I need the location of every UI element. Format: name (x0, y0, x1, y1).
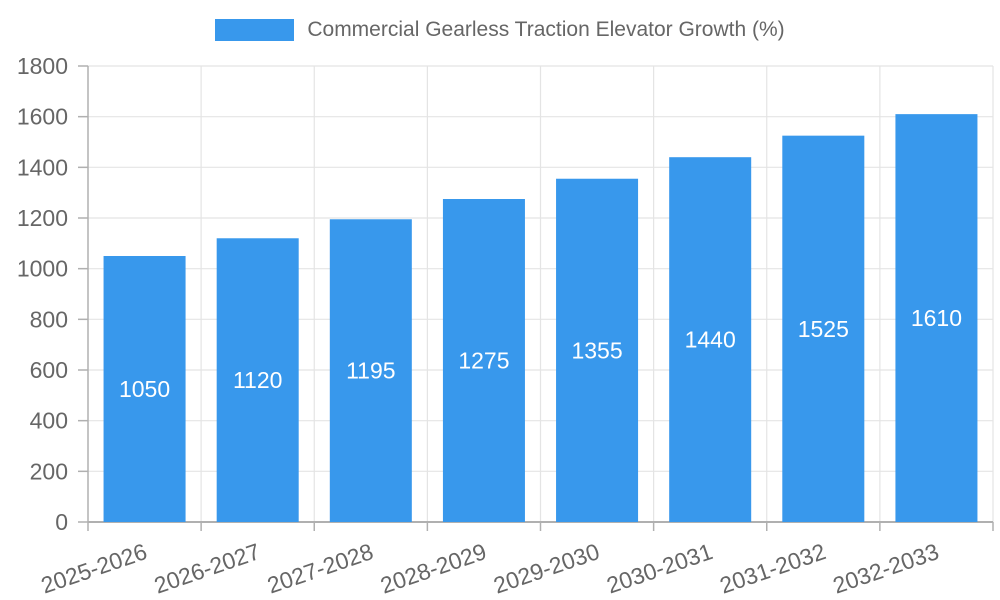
bar[interactable] (103, 256, 186, 522)
bar[interactable] (329, 219, 412, 522)
y-tick-label: 800 (30, 306, 68, 332)
y-tick-label: 0 (55, 509, 68, 535)
bar-value-label: 1355 (571, 337, 622, 363)
bar[interactable] (556, 178, 639, 522)
legend-label: Commercial Gearless Traction Elevator Gr… (307, 18, 785, 41)
bar-value-label: 1195 (346, 358, 395, 384)
y-tick-label: 1000 (17, 256, 68, 282)
x-tick-label: 2025-2026 (38, 538, 150, 598)
legend-swatch (215, 19, 295, 41)
y-tick-label: 1800 (17, 53, 68, 79)
bar-value-label: 1610 (911, 305, 962, 331)
bar-value-label: 1050 (119, 376, 170, 402)
bar-value-label: 1275 (458, 348, 509, 374)
legend-item[interactable]: Commercial Gearless Traction Elevator Gr… (0, 18, 1000, 42)
bar[interactable] (669, 157, 752, 522)
x-tick-label: 2029-2030 (490, 538, 602, 598)
y-tick-label: 200 (30, 458, 68, 484)
x-tick-label: 2027-2028 (264, 538, 376, 598)
bar[interactable] (782, 135, 865, 522)
x-tick-label: 2032-2033 (830, 538, 942, 598)
x-tick-label: 2031-2032 (716, 538, 828, 598)
bar[interactable] (895, 114, 978, 522)
y-tick-label: 1200 (17, 205, 68, 231)
x-tick-label: 2026-2027 (151, 538, 263, 598)
y-tick-label: 1600 (17, 104, 68, 130)
y-tick-label: 1400 (17, 154, 68, 180)
bar[interactable] (442, 199, 525, 522)
x-tick-label: 2028-2029 (377, 538, 489, 598)
bar-value-label: 1525 (798, 316, 849, 342)
bar[interactable] (216, 238, 299, 522)
y-tick-label: 600 (30, 357, 68, 383)
bar-value-label: 1120 (233, 367, 282, 393)
x-tick-label: 2030-2031 (603, 538, 715, 598)
y-tick-label: 400 (30, 408, 68, 434)
bar-value-label: 1440 (685, 327, 736, 353)
